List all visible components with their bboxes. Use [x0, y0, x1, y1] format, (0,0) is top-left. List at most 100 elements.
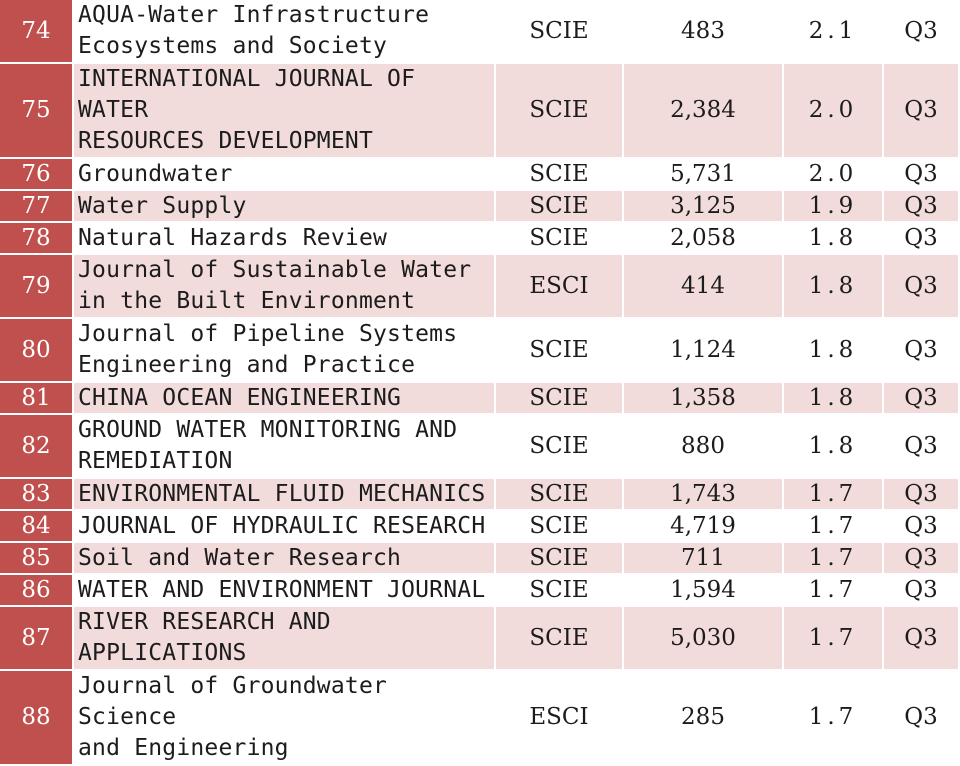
- journal-name-line: Ecosystems and Society: [78, 33, 388, 59]
- journal-name-line: ENVIRONMENTAL FLUID MECHANICS: [78, 481, 486, 507]
- journal-name-line: Natural Hazards Review: [78, 225, 388, 251]
- quartile-cell: Q3: [884, 383, 960, 415]
- journal-name-line: Journal of Pipeline Systems: [78, 321, 458, 347]
- journal-name-line: Engineering and Practice: [78, 352, 416, 378]
- quartile-cell: Q3: [884, 415, 960, 479]
- index-database-cell: SCIE: [496, 575, 624, 607]
- citations-cell: 5,030: [624, 607, 784, 671]
- journal-name-line: RIVER RESEARCH AND: [78, 609, 331, 635]
- quartile-cell: Q3: [884, 223, 960, 255]
- index-database-cell: ESCI: [496, 671, 624, 766]
- journal-name-cell: Water Supply: [74, 191, 496, 223]
- journal-name-line: Soil and Water Research: [78, 545, 402, 571]
- table-row: 85 Soil and Water Research SCIE 711 1.7 Q3: [0, 543, 960, 575]
- quartile-cell: Q3: [884, 575, 960, 607]
- table-row: 78 Natural Hazards Review SCIE 2,058 1.8 Q3: [0, 223, 960, 255]
- table-row: 88 Journal of Groundwater Science and Engi…: [0, 671, 960, 766]
- index-database-cell: SCIE: [496, 607, 624, 671]
- journal-name-line: in the Built Environment: [78, 288, 416, 314]
- journal-name-line: Journal of Groundwater Science: [78, 673, 388, 730]
- quartile-cell: Q3: [884, 511, 960, 543]
- impact-factor-cell: 1.8: [784, 255, 884, 319]
- quartile-cell: Q3: [884, 191, 960, 223]
- impact-factor-cell: 1.8: [784, 223, 884, 255]
- journal-name-line: INTERNATIONAL JOURNAL OF WATER: [78, 66, 416, 123]
- table-row: 83 ENVIRONMENTAL FLUID MECHANICS SCIE 1,743…: [0, 479, 960, 511]
- table-row: 74 AQUA-Water Infrastructure Ecosystems an…: [0, 0, 960, 64]
- index-database-cell: SCIE: [496, 191, 624, 223]
- index-database-cell: SCIE: [496, 64, 624, 159]
- rank-cell: 82: [0, 415, 74, 479]
- quartile-cell: Q3: [884, 64, 960, 159]
- citations-cell: 483: [624, 0, 784, 64]
- rank-cell: 86: [0, 575, 74, 607]
- rank-cell: 80: [0, 319, 74, 383]
- quartile-cell: Q3: [884, 479, 960, 511]
- index-database-cell: SCIE: [496, 159, 624, 191]
- rank-cell: 84: [0, 511, 74, 543]
- journal-name-cell: Journal of Groundwater Science and Engine…: [74, 671, 496, 766]
- rank-cell: 76: [0, 159, 74, 191]
- citations-cell: 4,719: [624, 511, 784, 543]
- table-row: 79 Journal of Sustainable Water in the Bui…: [0, 255, 960, 319]
- citations-cell: 2,058: [624, 223, 784, 255]
- table-row: 84 JOURNAL OF HYDRAULIC RESEARCH SCIE 4,719…: [0, 511, 960, 543]
- index-database-cell: SCIE: [496, 479, 624, 511]
- journal-name-cell: GROUND WATER MONITORING AND REMEDIATION: [74, 415, 496, 479]
- table-row: 86 WATER AND ENVIRONMENT JOURNAL SCIE 1,594…: [0, 575, 960, 607]
- journal-name-cell: ENVIRONMENTAL FLUID MECHANICS: [74, 479, 496, 511]
- citations-cell: 1,743: [624, 479, 784, 511]
- rank-cell: 88: [0, 671, 74, 766]
- rank-cell: 83: [0, 479, 74, 511]
- rank-cell: 77: [0, 191, 74, 223]
- table-row: 82 GROUND WATER MONITORING AND REMEDIATION…: [0, 415, 960, 479]
- rank-cell: 75: [0, 64, 74, 159]
- impact-factor-cell: 2.1: [784, 0, 884, 64]
- journal-name-cell: WATER AND ENVIRONMENT JOURNAL: [74, 575, 496, 607]
- journal-name-line: AQUA-Water Infrastructure: [78, 2, 430, 28]
- index-database-cell: SCIE: [496, 319, 624, 383]
- index-database-cell: SCIE: [496, 511, 624, 543]
- impact-factor-cell: 1.7: [784, 479, 884, 511]
- index-database-cell: SCIE: [496, 415, 624, 479]
- rank-cell: 74: [0, 0, 74, 64]
- citations-cell: 414: [624, 255, 784, 319]
- journal-name-cell: Journal of Sustainable Water in the Built…: [74, 255, 496, 319]
- journal-name-cell: JOURNAL OF HYDRAULIC RESEARCH: [74, 511, 496, 543]
- table-row: 75 INTERNATIONAL JOURNAL OF WATER RESOURCE…: [0, 64, 960, 159]
- citations-cell: 5,731: [624, 159, 784, 191]
- rank-cell: 78: [0, 223, 74, 255]
- journal-name-cell: Soil and Water Research: [74, 543, 496, 575]
- journal-name-line: GROUND WATER MONITORING AND: [78, 417, 458, 443]
- rank-cell: 81: [0, 383, 74, 415]
- table-row: 81 CHINA OCEAN ENGINEERING SCIE 1,358 1.8 Q3: [0, 383, 960, 415]
- quartile-cell: Q3: [884, 159, 960, 191]
- quartile-cell: Q3: [884, 543, 960, 575]
- journal-name-cell: Groundwater: [74, 159, 496, 191]
- journal-name-line: CHINA OCEAN ENGINEERING: [78, 385, 402, 411]
- rank-cell: 85: [0, 543, 74, 575]
- rank-cell: 87: [0, 607, 74, 671]
- journal-name-line: Water Supply: [78, 193, 247, 219]
- quartile-cell: Q3: [884, 671, 960, 766]
- table-row: 76 Groundwater SCIE 5,731 2.0 Q3: [0, 159, 960, 191]
- journal-name-cell: Natural Hazards Review: [74, 223, 496, 255]
- impact-factor-cell: 1.7: [784, 671, 884, 766]
- journal-name-cell: INTERNATIONAL JOURNAL OF WATER RESOURCES …: [74, 64, 496, 159]
- impact-factor-cell: 1.7: [784, 575, 884, 607]
- impact-factor-cell: 2.0: [784, 64, 884, 159]
- impact-factor-cell: 1.7: [784, 607, 884, 671]
- quartile-cell: Q3: [884, 255, 960, 319]
- index-database-cell: SCIE: [496, 0, 624, 64]
- quartile-cell: Q3: [884, 607, 960, 671]
- journal-name-line: Groundwater: [78, 161, 233, 187]
- journal-name-line: Journal of Sustainable Water: [78, 257, 472, 283]
- index-database-cell: SCIE: [496, 543, 624, 575]
- table-row: 87 RIVER RESEARCH AND APPLICATIONS SCIE 5,03…: [0, 607, 960, 671]
- impact-factor-cell: 2.0: [784, 159, 884, 191]
- journal-name-line: REMEDIATION: [78, 448, 233, 474]
- citations-cell: 3,125: [624, 191, 784, 223]
- journal-name-cell: RIVER RESEARCH AND APPLICATIONS: [74, 607, 496, 671]
- quartile-cell: Q3: [884, 0, 960, 64]
- table-row: 77 Water Supply SCIE 3,125 1.9 Q3: [0, 191, 960, 223]
